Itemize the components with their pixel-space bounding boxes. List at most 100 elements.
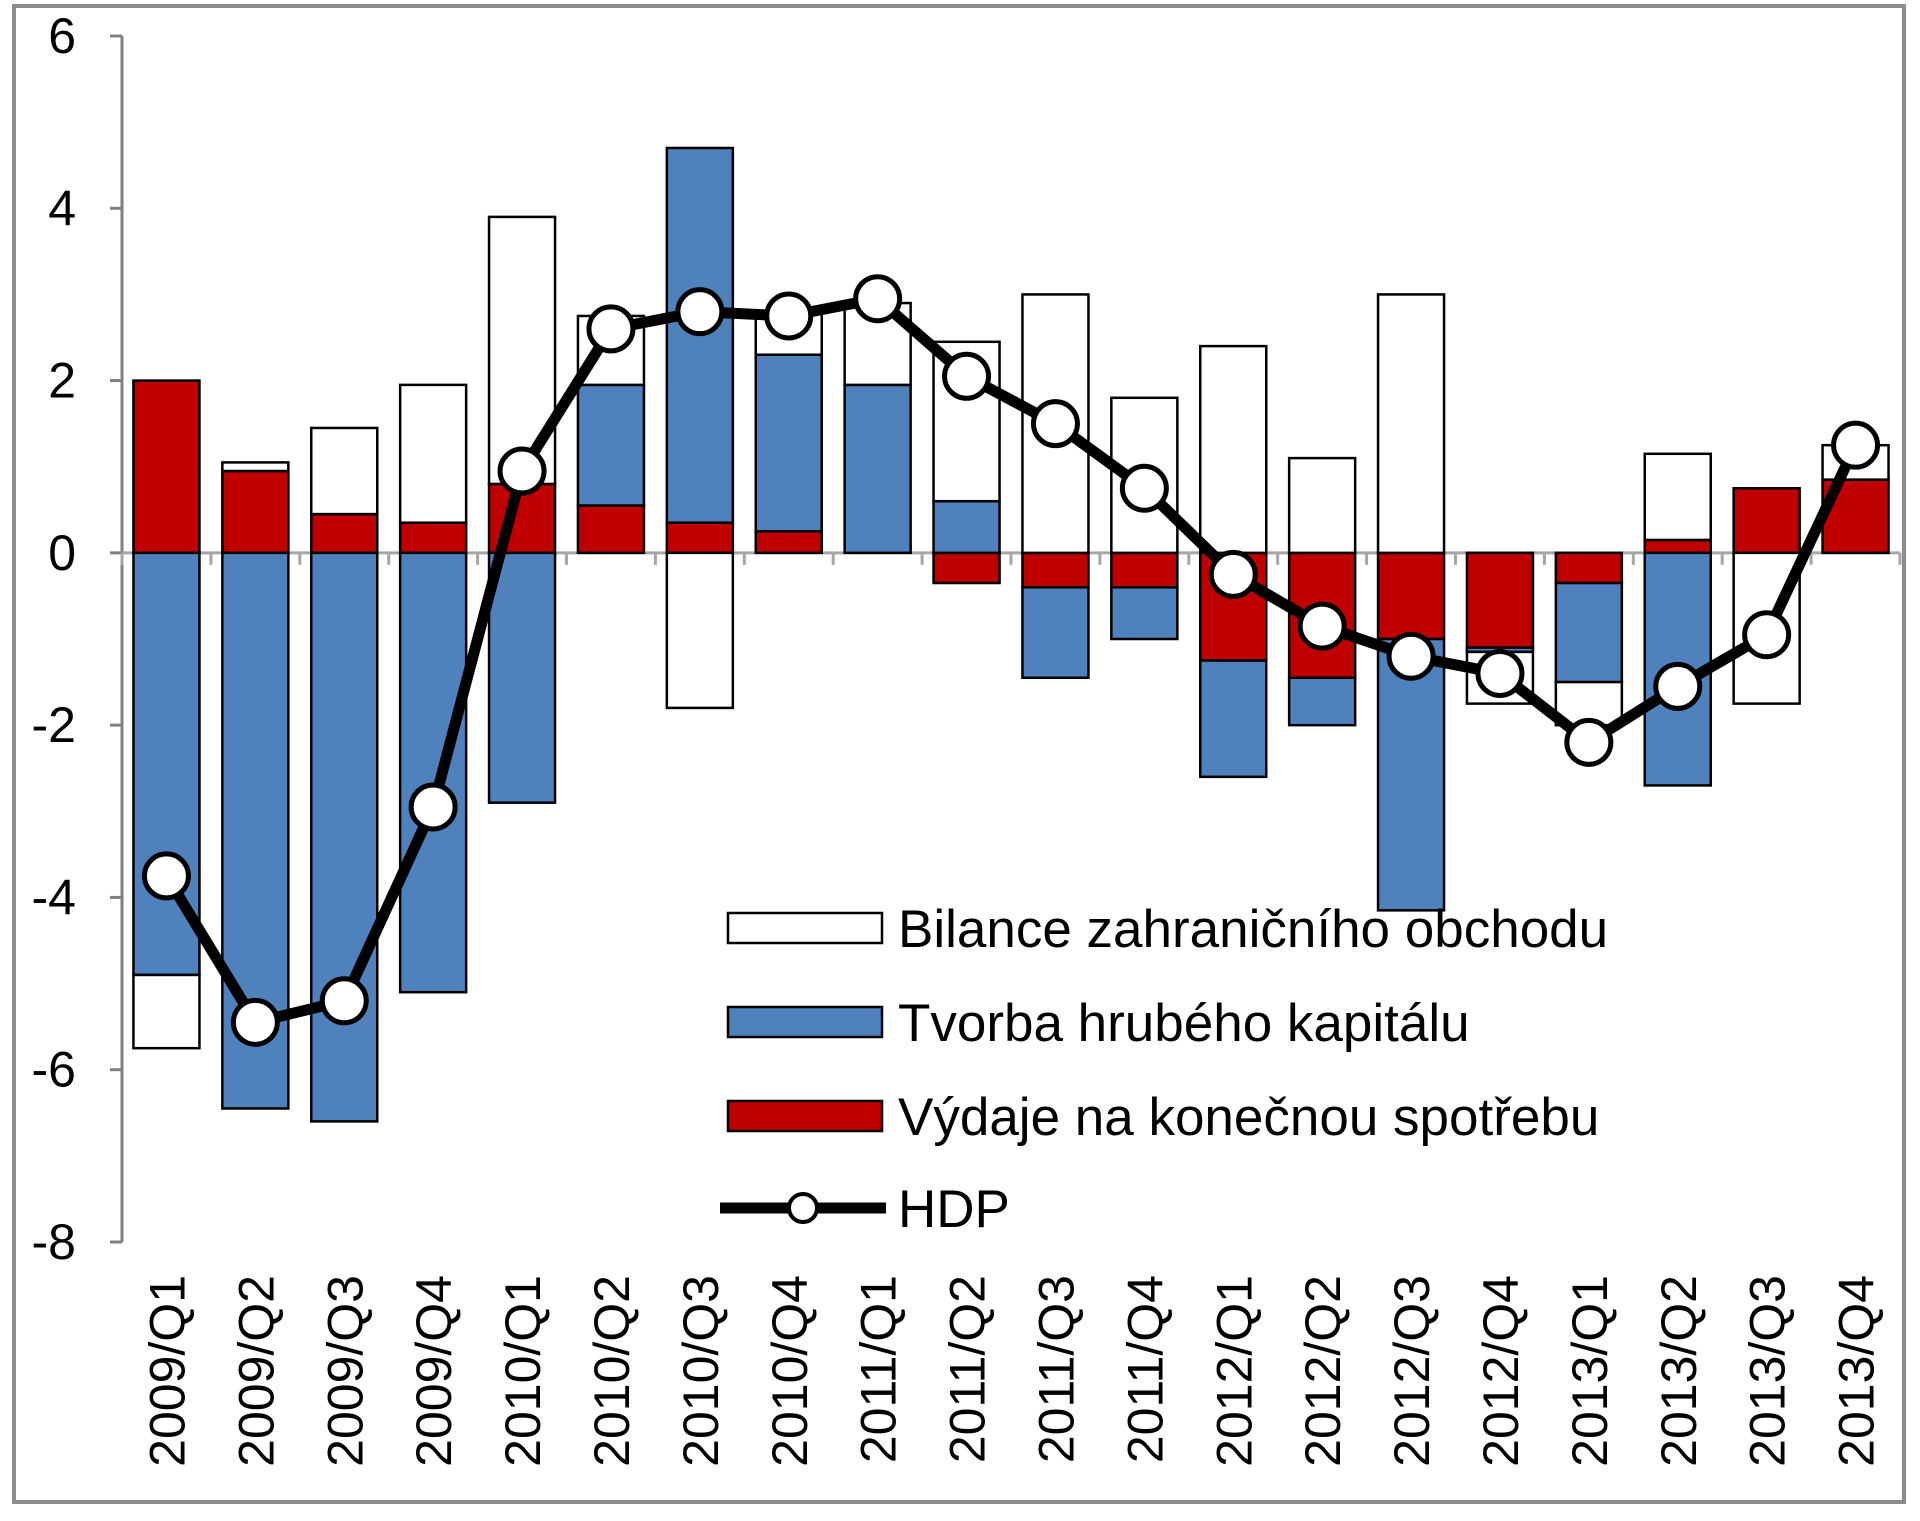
hdp-point [1386,631,1436,681]
x-tick-label: 2012/Q3 [1384,1275,1440,1467]
legend-swatch [726,1005,884,1039]
hdp-point [1475,648,1525,698]
y-tick-label: -6 [32,1042,76,1098]
y-tick-label: -8 [32,1214,76,1270]
x-tick-label: 2010/Q3 [673,1275,729,1467]
legend-item-bilance: Bilance zahraničního obchodu [726,900,1608,959]
bar-bilance-obchodu [665,551,735,710]
hdp-point [230,997,280,1047]
bar-tvorba-kapitalu [1554,581,1624,684]
bar-vydaje-spotreba [1110,551,1179,589]
hdp-point [408,782,458,832]
bar-vydaje-spotreba [1554,551,1624,585]
bar-vydaje-spotreba [754,530,823,555]
legend-swatch [726,1099,884,1133]
y-tick-label: 2 [48,353,76,409]
y-tick-label: 6 [48,8,76,64]
x-tick-label: 2010/Q1 [495,1275,551,1467]
hdp-point [853,274,903,324]
line-layer [141,274,1881,1047]
x-tick-label: 2009/Q3 [317,1275,373,1467]
x-tick-label: 2013/Q2 [1651,1275,1707,1467]
legend-item-hdp: HDP [720,1180,1010,1239]
x-tick-label: 2009/Q1 [139,1275,195,1467]
bars-layer [132,146,1890,1123]
x-tick-label: 2013/Q1 [1562,1275,1618,1467]
legend-item-vydaje: Výdaje na konečnou spotřebu [726,1088,1599,1147]
bar-tvorba-kapitalu [1376,637,1446,912]
bar-vydaje-spotreba [1465,551,1535,649]
x-tick-label: 2012/Q4 [1473,1275,1529,1467]
hdp-point [764,291,814,341]
hdp-point [1831,420,1881,470]
bar-vydaje-spotreba [1643,538,1712,555]
bar-bilance-obchodu [132,973,201,1050]
legend-item-tvorba: Tvorba hrubého kapitálu [726,994,1470,1053]
hdp-point [1742,610,1792,660]
bar-vydaje-spotreba [310,512,379,555]
x-tick-label: 2011/Q1 [851,1275,907,1463]
bar-tvorba-kapitalu [398,551,468,994]
legend-label: Bilance zahraničního obchodu [898,900,1608,959]
y-tick-label: -2 [32,697,76,753]
bar-vydaje-spotreba [398,521,468,555]
legend-swatch [726,911,884,945]
x-tick-label: 2012/Q2 [1295,1275,1351,1467]
bar-tvorba-kapitalu [932,499,1001,555]
bar-tvorba-kapitalu [1110,586,1179,641]
y-tick-labels: -8 -6 -4 -2 0 2 4 6 [32,8,76,1270]
bar-tvorba-kapitalu [310,551,379,1123]
hdp-point [1208,549,1258,599]
bar-vydaje-spotreba [1376,551,1446,641]
y-tick-label: -4 [32,869,76,925]
bar-vydaje-spotreba [665,521,735,555]
y-tick-label: 0 [48,525,76,581]
bar-vydaje-spotreba [221,469,290,555]
x-tick-label: 2009/Q2 [228,1275,284,1467]
legend-marker [787,1192,819,1224]
hdp-point [1030,399,1080,449]
bar-vydaje-spotreba [132,379,201,555]
bar-tvorba-kapitalu [754,353,823,533]
bar-tvorba-kapitalu [1199,659,1268,779]
bar-vydaje-spotreba [1732,487,1801,555]
hdp-point [1653,661,1703,711]
x-tick-label: 2010/Q2 [584,1275,640,1467]
x-tick-label: 2010/Q4 [762,1275,818,1467]
hdp-point [942,351,992,401]
bar-bilance-obchodu [1643,452,1712,542]
x-tick-labels: 2009/Q1 2009/Q2 2009/Q3 2009/Q4 2010/Q1 2010/… [139,1275,1884,1467]
hdp-point [141,851,191,901]
x-tick-label: 2011/Q3 [1028,1275,1084,1463]
legend: Bilance zahraničního obchodu Tvorba hrubé… [720,900,1608,1239]
x-tick-label: 2011/Q2 [940,1275,996,1463]
bar-bilance-obchodu [1376,293,1446,555]
hdp-point [586,304,636,354]
legend-label: Tvorba hrubého kapitálu [898,994,1470,1053]
hdp-point [1297,601,1347,651]
bar-tvorba-kapitalu [1021,586,1090,680]
x-tick-label: 2012/Q1 [1206,1275,1262,1467]
hdp-point [319,976,369,1026]
hdp-point [1564,717,1614,767]
bar-vydaje-spotreba [932,551,1001,585]
bar-vydaje-spotreba [576,504,646,555]
bar-bilance-obchodu [1287,456,1357,555]
legend-label: HDP [898,1180,1010,1239]
bar-tvorba-kapitalu [1287,676,1357,727]
y-tick-label: 4 [48,180,76,236]
bar-tvorba-kapitalu [843,383,912,555]
x-tick-label: 2011/Q4 [1117,1275,1173,1463]
legend-label: Výdaje na konečnou spotřebu [898,1088,1599,1147]
x-tick-label: 2013/Q4 [1829,1275,1885,1467]
hdp-point [675,287,725,337]
bar-bilance-obchodu [1199,344,1268,555]
bar-tvorba-kapitalu [576,383,646,507]
bar-bilance-obchodu [398,383,468,524]
bar-bilance-obchodu [221,461,290,473]
x-tick-label: 2009/Q4 [406,1275,462,1467]
x-tick-label: 2013/Q3 [1740,1275,1796,1467]
hdp-point [497,446,547,496]
bar-bilance-obchodu [310,426,379,516]
